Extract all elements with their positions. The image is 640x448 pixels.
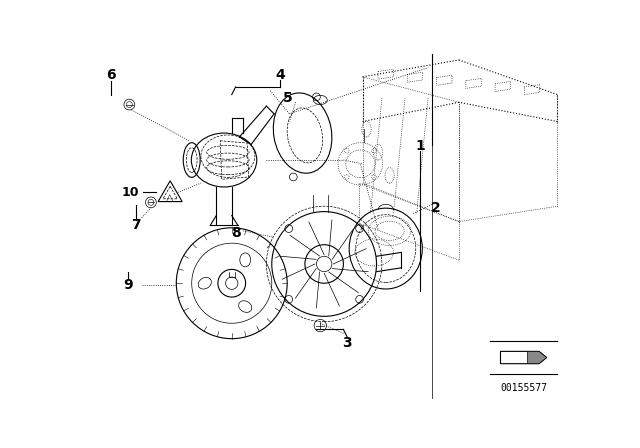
Text: 7: 7 (131, 219, 140, 233)
Text: 1: 1 (415, 139, 425, 153)
Text: 9: 9 (123, 278, 132, 292)
Text: 8: 8 (231, 226, 241, 240)
Text: 4: 4 (275, 68, 285, 82)
Text: 2: 2 (431, 201, 441, 215)
Text: 5: 5 (283, 91, 293, 105)
Text: 3: 3 (342, 336, 352, 350)
Text: 10: 10 (122, 186, 140, 199)
Text: △: △ (166, 193, 174, 203)
Text: 00155577: 00155577 (500, 383, 547, 393)
Text: 6: 6 (106, 68, 116, 82)
Polygon shape (527, 351, 547, 364)
